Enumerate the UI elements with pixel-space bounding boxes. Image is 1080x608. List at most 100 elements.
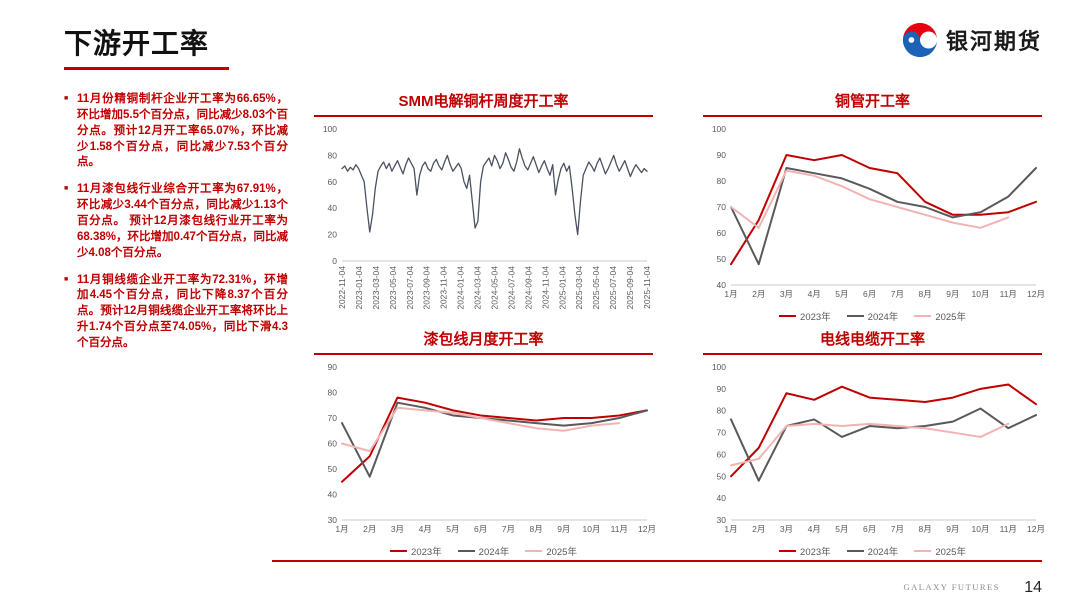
svg-text:11月: 11月 [1000,524,1017,534]
svg-text:3月: 3月 [391,524,404,534]
svg-text:2023-07-04: 2023-07-04 [405,266,415,310]
chart-title-wire-cable: 电线电缆开工率 [703,328,1042,355]
legend-item: 2024年 [457,544,509,558]
svg-text:2024-11-04: 2024-11-04 [540,266,550,309]
legend-swatch [846,314,864,318]
svg-text:2022-11-04: 2022-11-04 [337,266,347,309]
legend-label: 2024年 [867,547,899,558]
legend-label: 2023年 [800,312,831,323]
svg-text:2025-03-04: 2025-03-04 [574,266,584,310]
chart-legend: 2023年 2024年 2025年 [701,308,1044,324]
chart-panel-smm-weekly: SMM电解铜杆周度开工率 0 20 40 60 80 100 2022-11-04 2023-… [312,90,655,322]
svg-text:6月: 6月 [863,289,876,299]
svg-text:2024-03-04: 2024-03-04 [473,266,483,310]
svg-text:8月: 8月 [918,524,931,534]
chart-plot: 40 50 60 70 80 90 100 1月 2月 3月 4月 5月 6月 7月 8月 9月 10月 11月 1… [712,124,1045,299]
svg-text:40: 40 [717,493,727,503]
wire-cable-chart: 30 40 50 60 70 80 90 100 1月 2月 3月 4月 5月 6月 7月 8月 9月 10月 11… [701,359,1045,559]
title-wrap: 下游开工率 [64,22,229,70]
svg-text:12月: 12月 [638,524,655,534]
series-line [730,383,1037,478]
legend-swatch [390,549,408,553]
svg-text:2023-05-04: 2023-05-04 [388,266,398,310]
svg-text:6月: 6月 [474,524,487,534]
svg-text:80: 80 [717,406,727,416]
svg-text:50: 50 [328,464,338,474]
legend-item: 2024年 [846,544,899,558]
legend-item: 2025年 [914,309,966,323]
series-line [341,148,648,236]
chart-legend: 2023年 2024年 2025年 [312,543,655,559]
main-content: 11月份精铜制杆企业开工率为66.65%，环比增加5.5个百分点，同比减少8.0… [64,90,1045,558]
svg-text:60: 60 [717,228,727,238]
legend-item: 2024年 [846,309,899,323]
series-line [341,396,648,483]
footer-brand: GALAXY FUTURES [903,582,1000,592]
svg-text:2025-09-04: 2025-09-04 [625,266,635,310]
legend-swatch [914,314,932,318]
svg-text:10月: 10月 [972,289,990,299]
svg-text:70: 70 [717,428,727,438]
summary-panel: 11月份精铜制杆企业开工率为66.65%，环比增加5.5个百分点，同比减少8.0… [64,90,302,552]
legend-label: 2024年 [867,312,899,323]
legend-label: 2023年 [411,547,442,558]
series-line [341,401,648,478]
svg-text:10月: 10月 [972,524,990,534]
svg-text:2024-01-04: 2024-01-04 [456,266,466,310]
chart-panel-wire-cable: 电线电缆开工率 30 40 50 60 70 80 90 100 1月 2月 3月 4月 5月 6月 7月 8… [701,328,1045,559]
series-line [730,154,1037,266]
svg-text:9月: 9月 [946,289,959,299]
series-line [730,167,1037,266]
chart-panel-enameled-wire: 漆包线月度开工率 30 40 50 60 70 80 90 1月 2月 3月 4月 5月 6月 7月 8月 9… [312,328,656,559]
svg-text:80: 80 [328,150,338,160]
footer-divider [272,559,1042,562]
svg-text:90: 90 [717,384,727,394]
svg-text:80: 80 [717,176,727,186]
chart-plot: 30 40 50 60 70 80 90 100 1月 2月 3月 4月 5月 6月 7月 8月 9月 10月 11… [712,362,1045,534]
svg-text:12月: 12月 [1027,524,1044,534]
series-line [341,406,621,453]
legend-item: 2025年 [914,544,966,558]
summary-list: 11月份精铜制杆企业开工率为66.65%，环比增加5.5个百分点，同比减少8.0… [64,92,288,352]
summary-bullet: 11月铜线缆企业开工率为72.31%，环增加4.45个百分点，同比下降8.37个… [64,273,288,352]
svg-text:2025-05-04: 2025-05-04 [591,266,601,310]
svg-text:1月: 1月 [724,289,737,299]
series-line [730,169,1010,229]
svg-text:7月: 7月 [891,289,904,299]
brand-name: 银河期货 [945,29,1042,54]
svg-text:3月: 3月 [780,289,793,299]
svg-text:7月: 7月 [891,524,904,534]
svg-text:9月: 9月 [946,524,959,534]
svg-text:2023-01-04: 2023-01-04 [354,266,364,310]
legend-swatch [525,549,543,553]
galaxy-swirl-icon [902,22,938,58]
legend-swatch [846,549,864,553]
svg-text:3月: 3月 [780,524,793,534]
legend-item: 2023年 [390,544,442,558]
svg-text:80: 80 [328,388,338,398]
svg-text:1月: 1月 [724,524,737,534]
svg-text:30: 30 [717,515,727,525]
svg-text:100: 100 [323,124,337,134]
svg-text:90: 90 [717,150,727,160]
svg-text:2024-07-04: 2024-07-04 [506,266,516,310]
svg-text:70: 70 [717,202,727,212]
svg-text:5月: 5月 [835,289,848,299]
legend-label: 2023年 [800,547,831,558]
legend-label: 2025年 [935,312,966,323]
svg-text:2024-05-04: 2024-05-04 [490,266,500,310]
chart-title-copper-tube: 铜管开工率 [703,90,1042,117]
svg-text:100: 100 [712,362,726,372]
legend-item: 2023年 [779,309,831,323]
svg-text:90: 90 [328,362,338,372]
enameled-wire-chart: 30 40 50 60 70 80 90 1月 2月 3月 4月 5月 6月 7月 8月 9月 10月 11月 12… [312,359,656,559]
svg-text:0: 0 [332,256,337,266]
svg-text:5月: 5月 [446,524,459,534]
legend-label: 2025年 [935,547,966,558]
legend-item: 2023年 [779,544,831,558]
svg-text:70: 70 [328,413,338,423]
title-underline [64,67,229,70]
svg-text:9月: 9月 [557,524,570,534]
svg-text:5月: 5月 [835,524,848,534]
